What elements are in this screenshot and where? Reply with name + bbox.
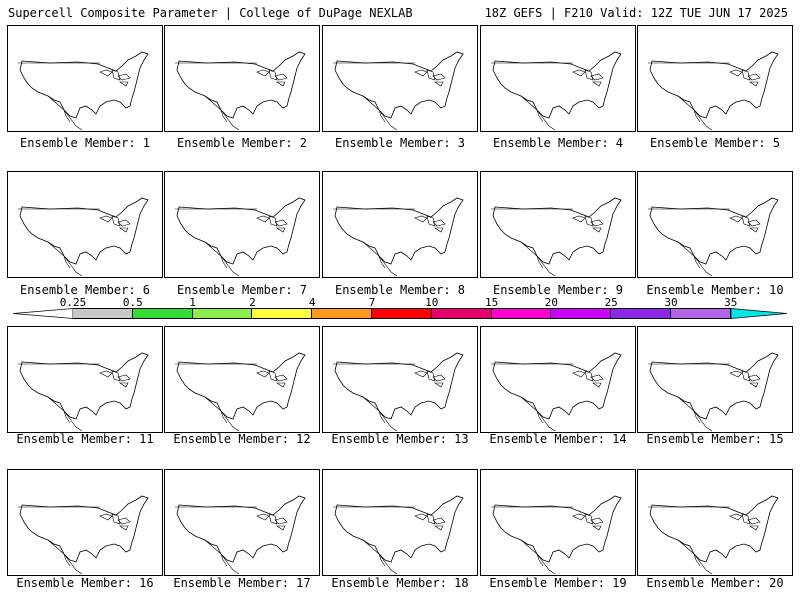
colorbar-tick-label: 30 (664, 296, 678, 309)
colorbar-segment (671, 309, 731, 318)
usa-map (18, 51, 149, 131)
ensemble-member-label: Ensemble Member: 2 (176, 136, 308, 150)
usa-map (18, 352, 149, 432)
ensemble-member-label: Ensemble Member: 15 (646, 432, 784, 446)
ensemble-map-panel (637, 25, 793, 132)
colorbar-segment (192, 309, 253, 318)
usa-map (175, 352, 306, 432)
ensemble-map-panel (480, 25, 636, 132)
usa-map (333, 352, 464, 432)
ensemble-member-label: Ensemble Member: 7 (176, 283, 308, 297)
ensemble-member-label: Ensemble Member: 20 (646, 576, 784, 590)
usa-map (491, 197, 622, 277)
ensemble-member-label: Ensemble Member: 14 (489, 432, 627, 446)
ensemble-map-panel (322, 25, 478, 132)
ensemble-map-panel (164, 25, 320, 132)
usa-map (175, 495, 306, 575)
ensemble-map-panel (637, 469, 793, 576)
ensemble-map-panel (164, 469, 320, 576)
colorbar-tick-label: 20 (544, 296, 559, 309)
ensemble-map-panel (164, 171, 320, 278)
usa-map (648, 197, 779, 277)
colorbar-tick-label: 2 (249, 296, 256, 309)
usa-map (648, 352, 779, 432)
ensemble-map-panel (7, 469, 163, 576)
ensemble-member-label: Ensemble Member: 13 (331, 432, 469, 446)
ensemble-map-panel (480, 171, 636, 278)
colorbar-segment (611, 309, 671, 318)
usa-map (333, 51, 464, 131)
colorbar-tick-label: 35 (724, 296, 738, 309)
ensemble-member-label: Ensemble Member: 9 (492, 283, 624, 297)
colorbar-segment (491, 309, 552, 318)
colorbar-segment (132, 309, 193, 318)
colorbar-segment (551, 309, 612, 318)
colorbar-segment (372, 309, 432, 318)
ensemble-map-panel (480, 326, 636, 433)
usa-map (333, 197, 464, 277)
ensemble-member-label: Ensemble Member: 18 (331, 576, 469, 590)
usa-map (175, 197, 306, 277)
ensemble-map-panel (322, 469, 478, 576)
ensemble-member-label: Ensemble Member: 4 (492, 136, 624, 150)
ensemble-map-panel (7, 25, 163, 132)
colorbar-tick-label: 4 (308, 296, 316, 309)
colorbar-tick-label: 25 (604, 296, 618, 309)
usa-map (333, 495, 464, 575)
map-title: Supercell Composite Parameter | College … (8, 6, 413, 20)
ensemble-map-panel (322, 171, 478, 278)
ensemble-member-label: Ensemble Member: 12 (173, 432, 311, 446)
ensemble-member-label: Ensemble Member: 19 (489, 576, 627, 590)
ensemble-member-label: Ensemble Member: 3 (334, 136, 466, 150)
ensemble-member-label: Ensemble Member: 16 (16, 576, 154, 590)
usa-map (18, 495, 149, 575)
valid-time: 18Z GEFS | F210 Valid: 12Z TUE JUN 17 20… (484, 6, 788, 20)
ensemble-member-label: Ensemble Member: 17 (173, 576, 311, 590)
ensemble-map-panel (637, 326, 793, 433)
colorbar-tick-label: 15 (484, 296, 499, 309)
colorbar-tick-label: 1 (189, 296, 196, 309)
ensemble-map-panel (480, 469, 636, 576)
usa-map (648, 495, 779, 575)
ensemble-member-label: Ensemble Member: 1 (19, 136, 151, 150)
ensemble-map-panel (164, 326, 320, 433)
colorbar-segment (431, 309, 492, 318)
usa-map (175, 51, 306, 131)
ensemble-map-panel (637, 171, 793, 278)
colorbar-tick-label: 0.25 (59, 296, 87, 309)
usa-map (491, 352, 622, 432)
colorbar-legend: 0.25 0.5 1 2 4 7 10 15 20 25 30 35 (13, 296, 787, 326)
ensemble-member-label: Ensemble Member: 6 (19, 283, 151, 297)
ensemble-member-label: Ensemble Member: 5 (649, 136, 781, 150)
ensemble-map-panel (7, 326, 163, 433)
colorbar-segment (73, 309, 133, 318)
usa-map (491, 495, 622, 575)
colorbar-tick-label: 10 (425, 296, 439, 309)
ensemble-member-label: Ensemble Member: 11 (16, 432, 154, 446)
usa-map (18, 197, 149, 277)
colorbar-segment (312, 309, 372, 318)
colorbar-tick-label: 7 (368, 296, 376, 309)
usa-map (491, 51, 622, 131)
ensemble-member-label: Ensemble Member: 8 (334, 283, 466, 297)
usa-map (648, 51, 779, 131)
ensemble-map-panel (322, 326, 478, 433)
ensemble-map-panel (7, 171, 163, 278)
ensemble-member-label: Ensemble Member: 10 (646, 283, 784, 297)
colorbar-segment (252, 309, 313, 318)
colorbar-tick-label: 0.5 (122, 296, 143, 309)
